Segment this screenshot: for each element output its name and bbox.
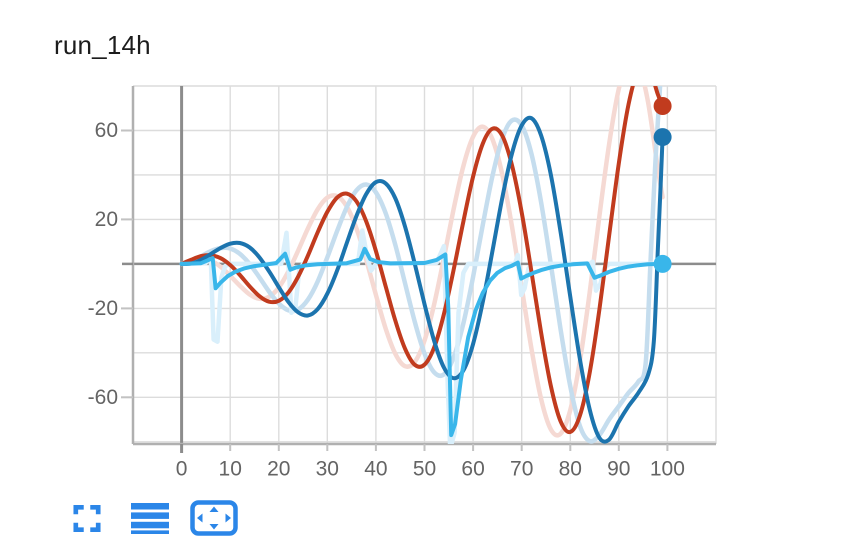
x-tick-label: 20: [267, 458, 290, 481]
x-tick-label: 80: [559, 458, 582, 481]
legend-lines-icon: [131, 502, 169, 534]
end-dot-cyan-smoothed: [653, 254, 672, 273]
fullscreen-icon: [73, 504, 101, 532]
y-tick-label: 60: [95, 119, 118, 142]
x-tick-label: 90: [607, 458, 630, 481]
legend-button[interactable]: [129, 501, 171, 535]
end-dot-blue-smoothed: [653, 128, 672, 147]
x-tick-label: 40: [364, 458, 387, 481]
x-tick-label: 30: [316, 458, 339, 481]
plot-area[interactable]: [133, 86, 716, 444]
series-line-cyan-smoothed: [179, 246, 665, 438]
series-line-blue-raw: [179, 86, 663, 444]
y-tick-label: -60: [88, 386, 118, 409]
x-tick-label: 50: [413, 458, 436, 481]
y-tick-label: -20: [88, 297, 118, 320]
x-tick-label: 0: [176, 458, 188, 481]
y-tick-label: 20: [95, 208, 118, 231]
end-dot-red-smoothed: [653, 97, 672, 115]
x-tick-label: 10: [219, 458, 242, 481]
pan-arrows-icon: [190, 499, 238, 536]
pan-button[interactable]: [187, 497, 241, 538]
x-tick-label: 70: [510, 458, 533, 481]
series-line-red-smoothed: [179, 86, 665, 435]
fullscreen-button[interactable]: [70, 501, 104, 535]
x-tick-label: 100: [650, 458, 685, 481]
x-tick-label: 60: [461, 458, 484, 481]
series-line-blue-smoothed: [179, 115, 665, 444]
chart-title: run_14h: [54, 30, 151, 60]
